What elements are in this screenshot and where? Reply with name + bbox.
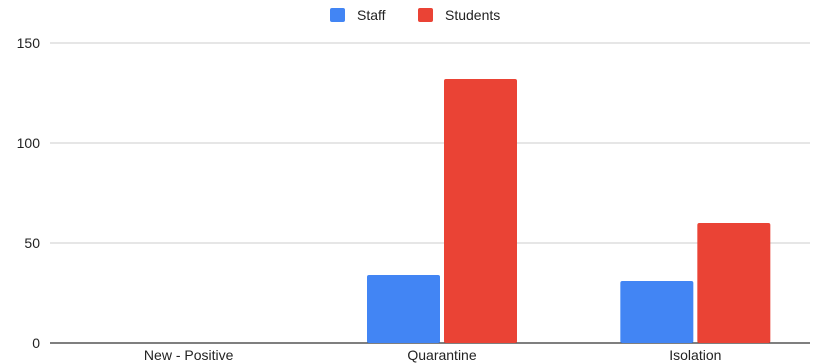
x-tick-label: New - Positive	[144, 347, 234, 363]
x-tick-label: Isolation	[669, 347, 721, 363]
y-axis-ticks: 0 50 100 150	[17, 35, 41, 351]
x-axis-ticks: New - Positive Quarantine Isolation	[144, 347, 721, 363]
bar-staff-isolation	[620, 281, 694, 343]
y-tick-label: 100	[17, 135, 41, 151]
x-tick-label: Quarantine	[407, 347, 476, 363]
y-tick-label: 150	[17, 35, 41, 51]
bar-students-isolation	[697, 223, 771, 343]
y-tick-label: 50	[24, 235, 40, 251]
y-tick-label: 0	[32, 335, 40, 351]
legend-label-students: Students	[445, 7, 500, 23]
legend-swatch-staff	[330, 8, 345, 22]
legend-swatch-students	[418, 8, 433, 22]
legend-label-staff: Staff	[357, 7, 386, 23]
bars	[367, 79, 771, 343]
bar-students-quarantine	[444, 79, 517, 343]
bar-staff-quarantine	[367, 275, 440, 343]
legend: Staff Students	[330, 7, 500, 23]
